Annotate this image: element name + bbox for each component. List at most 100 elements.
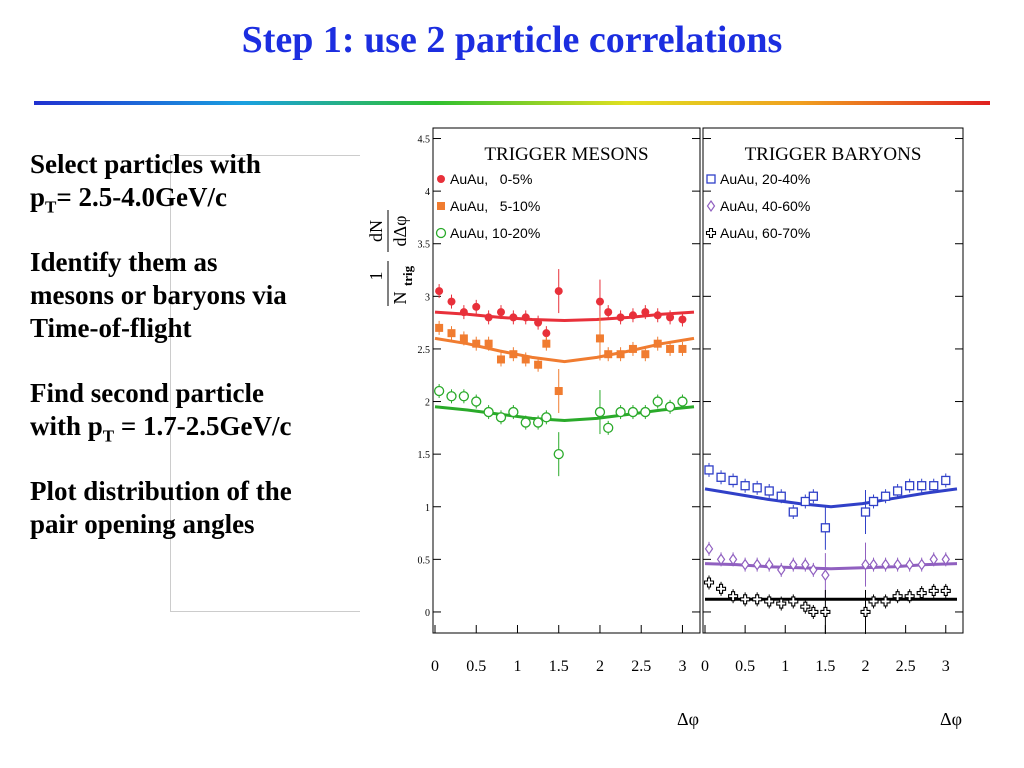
y-label-one: 1	[366, 272, 386, 281]
x-tick-label: 2.5	[896, 658, 916, 675]
data-point	[433, 385, 445, 397]
data-point	[484, 339, 493, 348]
legend-marker	[437, 202, 445, 210]
data-point	[447, 297, 456, 306]
text-frame-bottom	[170, 611, 360, 612]
data-point	[553, 448, 564, 460]
data-point	[809, 563, 818, 576]
data-point	[928, 585, 939, 596]
data-point	[471, 396, 482, 407]
data-point	[788, 507, 798, 517]
x-tick-label: 1.5	[549, 658, 569, 675]
data-point	[788, 596, 799, 607]
x-tick-label: 3	[942, 658, 950, 675]
legend-marker	[435, 227, 447, 239]
data-point	[703, 577, 715, 588]
data-point	[752, 483, 762, 493]
y-tick-label: 1.5	[418, 450, 431, 461]
y-tick-label: 3	[425, 292, 430, 303]
panel-title: TRIGGER BARYONS	[745, 144, 922, 165]
data-point	[929, 553, 938, 566]
data-point	[534, 360, 543, 369]
x-axis-label: Δφ	[940, 709, 962, 729]
data-point	[740, 481, 750, 491]
data-point	[595, 334, 604, 343]
data-point	[520, 417, 531, 428]
legend-marker	[705, 227, 717, 239]
data-point	[820, 606, 831, 618]
data-point	[740, 558, 750, 571]
data-point	[893, 558, 902, 571]
legend-label: AuAu, 20-40%	[720, 171, 810, 187]
data-point	[704, 465, 714, 475]
y-axis-label: 1 N trig dN dΔφ	[366, 210, 415, 306]
bullet-find-p: with p	[30, 411, 103, 441]
data-point	[495, 412, 507, 423]
x-tick-label: 1	[781, 658, 789, 675]
data-point	[881, 558, 890, 571]
y-label-trig: trig	[400, 265, 415, 286]
data-point	[653, 339, 662, 348]
data-point	[941, 475, 951, 486]
correlation-figure: 1 N trig dN dΔφ 0 0.5 1 1.5 2 2.5 3 3.5 4 4.5 0 0.5…	[360, 118, 980, 743]
y-tick-label: 3.5	[418, 240, 431, 251]
legend-marker	[706, 174, 716, 184]
data-point	[472, 302, 481, 311]
data-point	[509, 313, 518, 322]
bullet-select-line1: Select particles with	[30, 149, 261, 179]
data-point	[892, 486, 903, 496]
data-point	[666, 313, 675, 322]
data-point	[652, 396, 663, 407]
data-point	[728, 591, 739, 602]
text-frame-left	[170, 155, 171, 612]
legend-marker	[437, 175, 445, 183]
data-point	[678, 344, 687, 353]
legend-label: AuAu, 10-20%	[450, 225, 540, 241]
data-point	[554, 387, 563, 396]
data-point	[640, 406, 651, 418]
data-point	[446, 391, 457, 402]
bullet-identify: Identify them as mesons or baryons via T…	[30, 246, 370, 345]
data-point	[664, 401, 676, 412]
text-frame-top	[170, 155, 360, 156]
data-point	[604, 308, 613, 317]
y-tick-label: 2.5	[418, 345, 431, 356]
bullet-identify-line3: Time-of-flight	[30, 313, 192, 343]
series-0	[704, 462, 958, 550]
panel-frame	[702, 127, 964, 634]
data-point	[880, 491, 891, 501]
y-tick-label: 4	[425, 187, 430, 198]
bullet-find-line1: Find second particle	[30, 378, 264, 408]
data-point	[483, 406, 494, 418]
data-point	[508, 406, 519, 418]
data-point	[615, 406, 626, 418]
data-point	[892, 591, 903, 602]
data-point	[764, 486, 774, 496]
bullet-find: Find second particle with pT = 1.7-2.5Ge…	[30, 377, 370, 446]
legend-label: AuAu, 40-60%	[720, 198, 810, 214]
data-point	[496, 355, 505, 364]
data-point	[716, 553, 726, 566]
data-point	[777, 563, 786, 576]
panel-baryons: 0 0.5 1 1.5 2 2.5 3 Δφ TRIGGER BARYONS AuAu, 20-4…	[701, 127, 964, 729]
x-axis-label: Δφ	[677, 709, 699, 729]
y-label-ddphi: dΔφ	[390, 216, 410, 247]
data-point	[509, 350, 518, 359]
data-point	[776, 491, 786, 501]
data-point	[860, 507, 871, 517]
bullet-find-sub: T	[102, 426, 115, 446]
title-divider	[34, 101, 990, 105]
bullet-identify-line2: mesons or baryons via	[30, 280, 287, 310]
data-point	[764, 558, 774, 571]
data-point	[459, 308, 468, 317]
bullet-identify-line1: Identify them as	[30, 247, 218, 277]
data-point	[800, 496, 810, 507]
data-point	[904, 591, 915, 602]
data-point	[808, 606, 819, 618]
data-point	[941, 553, 950, 566]
bullet-plot-line1: Plot distribution of the	[30, 476, 292, 506]
data-point	[542, 329, 551, 338]
data-point	[868, 496, 879, 507]
y-tick-label: 0	[425, 608, 430, 619]
data-point	[458, 391, 470, 402]
